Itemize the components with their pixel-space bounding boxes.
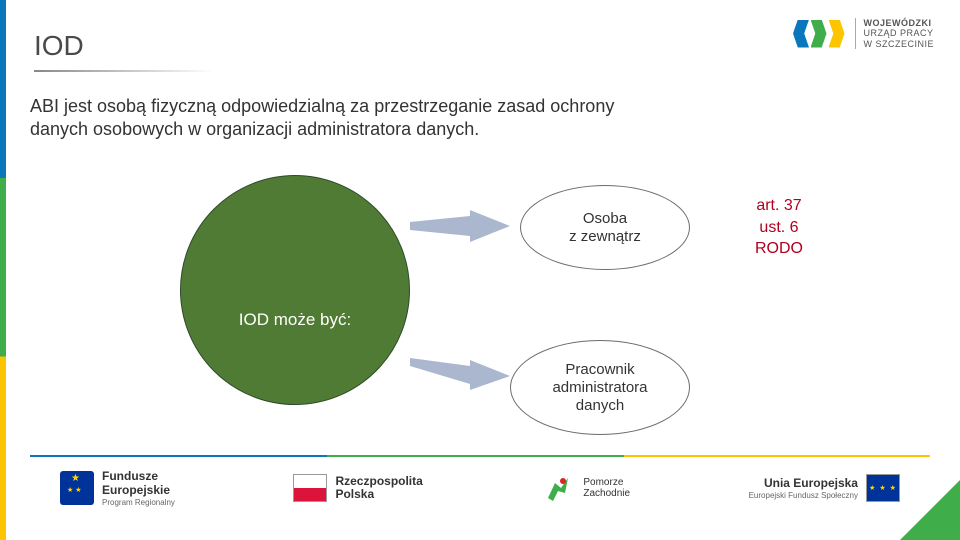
center-circle: IOD może być: xyxy=(180,175,410,405)
top-logo-l2: URZĄD PRACY xyxy=(864,28,935,38)
legal-reference: art. 37 ust. 6 RODO xyxy=(755,195,803,260)
logo-rzeczpospolita-polska: Rzeczpospolita Polska xyxy=(293,471,422,505)
griffin-icon xyxy=(541,471,575,505)
fe-l3: Program Regionalny xyxy=(102,498,175,507)
title-underline xyxy=(34,70,214,72)
arrow-icon xyxy=(410,350,510,390)
logo-unia-europejska: Unia Europejska Europejski Fundusz Społe… xyxy=(749,471,900,505)
ellipse2-label: Pracownik administratora danych xyxy=(552,361,647,415)
poland-flag-icon xyxy=(293,474,327,502)
top-logo-l1: WOJEWÓDZKI xyxy=(864,18,935,28)
pz-l1: Pomorze xyxy=(583,477,630,489)
top-logo: WOJEWÓDZKI URZĄD PRACY W SZCZECINIE xyxy=(793,18,935,49)
ref-l3: RODO xyxy=(755,238,803,260)
footer-logos: Fundusze Europejskie Program Regionalny … xyxy=(60,470,900,507)
arrow-icon xyxy=(410,210,510,250)
ellipse-external-person: Osoba z zewnątrz xyxy=(520,185,690,270)
page-title: IOD xyxy=(34,30,84,62)
center-circle-label: IOD może być: xyxy=(239,310,351,330)
pz-l2: Zachodnie xyxy=(583,488,630,500)
chevron-icon xyxy=(793,20,845,48)
rp-l2: Polska xyxy=(335,488,422,502)
intro-paragraph: ABI jest osobą fizyczną odpowiedzialną z… xyxy=(30,95,670,142)
eu-stars-icon xyxy=(60,471,94,505)
side-stripe xyxy=(0,0,6,540)
ellipse-employee: Pracownik administratora danych xyxy=(510,340,690,435)
eu-flag-icon: ★ ★ ★ xyxy=(866,474,900,502)
footer-divider xyxy=(30,455,930,457)
ref-l2: ust. 6 xyxy=(755,217,803,239)
top-logo-text: WOJEWÓDZKI URZĄD PRACY W SZCZECINIE xyxy=(855,18,935,49)
fe-l1: Fundusze xyxy=(102,470,175,484)
rp-l1: Rzeczpospolita xyxy=(335,475,422,489)
logo-fundusze-europejskie: Fundusze Europejskie Program Regionalny xyxy=(60,470,175,507)
fe-l2: Europejskie xyxy=(102,484,175,498)
eu-l1: Unia Europejska xyxy=(749,477,858,491)
eu-l2: Europejski Fundusz Społeczny xyxy=(749,491,858,500)
ref-l1: art. 37 xyxy=(755,195,803,217)
logo-pomorze-zachodnie: Pomorze Zachodnie xyxy=(541,471,630,505)
top-logo-l3: W SZCZECINIE xyxy=(864,39,935,49)
corner-accent xyxy=(900,480,960,540)
ellipse1-label: Osoba z zewnątrz xyxy=(569,210,641,246)
